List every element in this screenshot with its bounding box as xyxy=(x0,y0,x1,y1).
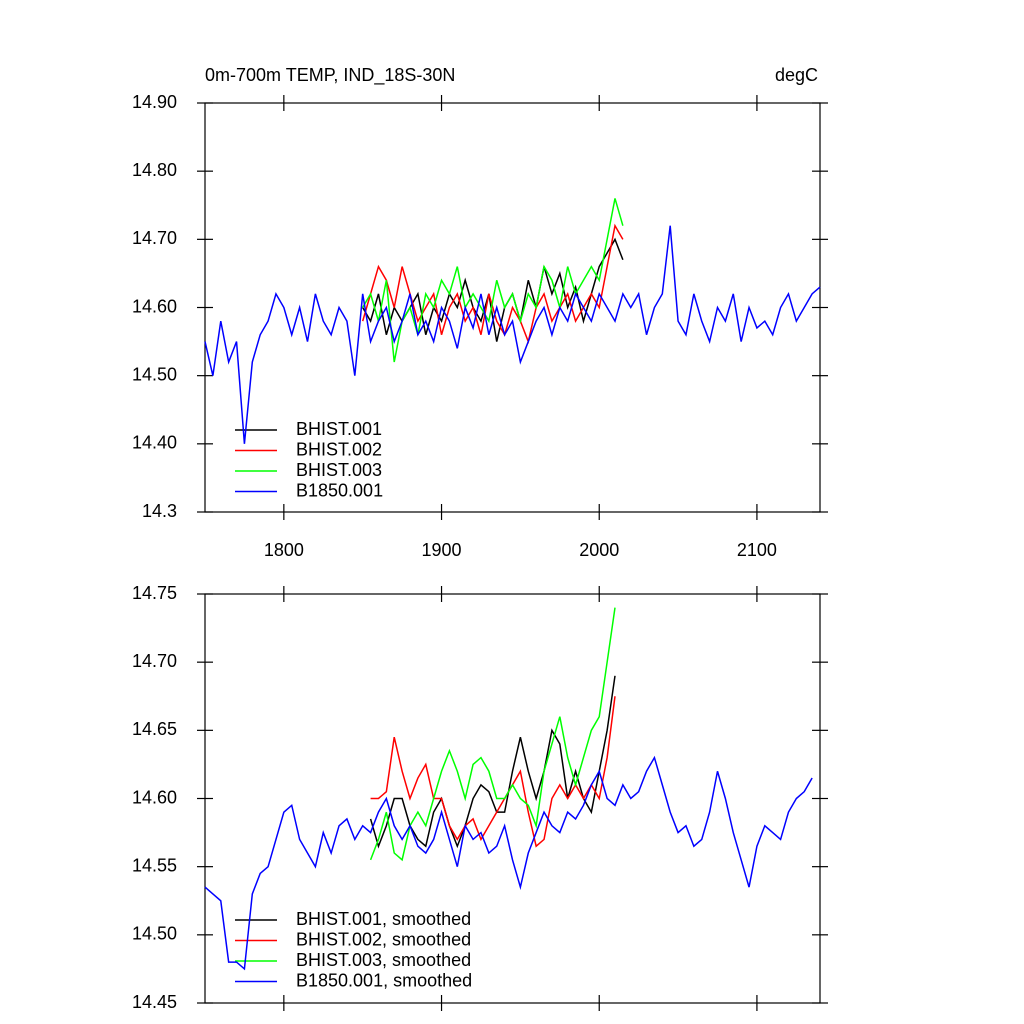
legend-label: BHIST.002, smoothed xyxy=(296,929,471,949)
series-line xyxy=(370,696,616,848)
legend-label: BHIST.001, smoothed xyxy=(296,909,471,929)
y-tick-label: 14.50 xyxy=(132,924,177,944)
y-tick-label: 14.90 xyxy=(132,92,177,112)
x-tick-label: 1900 xyxy=(422,540,462,560)
series-line xyxy=(362,198,624,363)
y-tick-label: 14.75 xyxy=(132,583,177,603)
x-tick-label: 1800 xyxy=(264,540,304,560)
units-label: degC xyxy=(775,65,818,85)
y-tick-label: 14.70 xyxy=(132,651,177,671)
series-line xyxy=(204,755,813,971)
y-tick-label: 14.40 xyxy=(132,433,177,453)
legend-label: BHIST.001 xyxy=(296,419,382,439)
chart-title: 0m-700m TEMP, IND_18S-30N xyxy=(205,65,455,86)
plot-frame xyxy=(204,593,821,1004)
y-tick-label: 14.65 xyxy=(132,719,177,739)
plot-frame xyxy=(204,102,821,513)
y-tick-label: 14.60 xyxy=(132,296,177,316)
legend-label: BHIST.003, smoothed xyxy=(296,950,471,970)
legend-label: BHIST.003 xyxy=(296,460,382,480)
legend-label: BHIST.002 xyxy=(296,439,382,459)
series-line xyxy=(369,675,616,849)
series-line xyxy=(204,225,821,444)
legend-label: B1850.001, smoothed xyxy=(296,970,472,990)
y-tick-label: 14.50 xyxy=(132,364,177,384)
y-tick-label: 14.55 xyxy=(132,855,177,875)
y-tick-label: 14.45 xyxy=(132,992,177,1012)
x-tick-label: 2100 xyxy=(737,540,777,560)
y-tick-label: 14.3 xyxy=(142,501,177,521)
y-tick-label: 14.80 xyxy=(132,160,177,180)
x-tick-label: 2000 xyxy=(579,540,619,560)
series-line xyxy=(369,607,616,862)
series-line xyxy=(361,223,624,345)
legend-label: B1850.001 xyxy=(296,480,383,500)
y-tick-label: 14.60 xyxy=(132,787,177,807)
y-tick-label: 14.70 xyxy=(132,228,177,248)
